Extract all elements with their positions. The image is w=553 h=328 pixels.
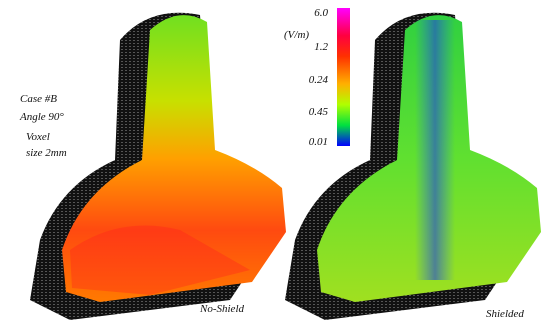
panel-label: No-Shield: [199, 303, 244, 315]
colorbar-label: 0.01: [309, 136, 328, 148]
case-label: Case #B: [20, 93, 57, 105]
field-detail: [70, 225, 250, 295]
colorbar-label: 6.0: [314, 7, 328, 19]
field-core: [415, 20, 455, 280]
colorbar-label: 0.45: [309, 106, 329, 118]
angle-label: Angle 90°: [19, 111, 64, 123]
colorbar-label: 0.24: [309, 74, 329, 86]
colorbar: [337, 8, 350, 146]
field-surface: [62, 15, 286, 302]
no-shield-model: [30, 12, 286, 321]
shielded-model: [285, 12, 541, 321]
colorbar-unit: (V/m): [284, 29, 309, 41]
voxel-size-label: size 2mm: [26, 147, 67, 159]
colorbar-label: 1.2: [314, 41, 328, 53]
voxel-label: Voxel: [26, 131, 50, 143]
panel-label: Shielded: [486, 308, 524, 320]
